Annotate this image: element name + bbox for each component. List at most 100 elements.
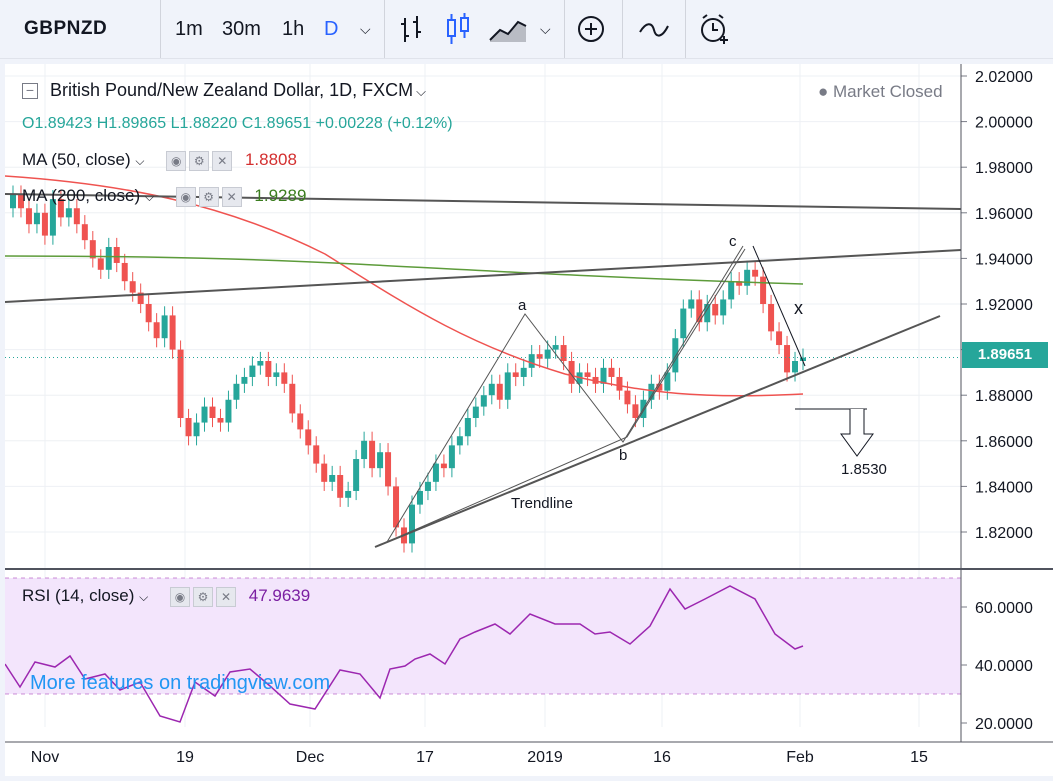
candle-body: [496, 383, 503, 400]
rsi-legend[interactable]: RSI (14, close) ⌵ ◉ ⚙ ✕ 47.9639: [22, 586, 311, 607]
candle-body: [273, 372, 280, 377]
rsi-band: [5, 578, 961, 694]
symbol-search[interactable]: GBPNZD: [24, 18, 108, 39]
tradingview-watermark[interactable]: More features on tradingview.com: [30, 672, 331, 694]
candle-body: [416, 490, 423, 505]
chart-type-dropdown-icon[interactable]: ⌵: [540, 21, 551, 37]
chart-canvas[interactable]: a b c x Trendline 1.8530 2.02000 2.00000 1.9800…: [4, 64, 1053, 776]
market-status: ● Market Closed: [818, 82, 943, 101]
time-tick-label: Nov: [31, 749, 59, 766]
price-tick-label: 1.98000: [975, 160, 1033, 177]
candle-body: [25, 208, 32, 225]
candle-body: [424, 481, 431, 491]
candle-body: [217, 418, 224, 423]
series-legend: − British Pound/New Zealand Dollar, 1D, F…: [22, 80, 426, 101]
market-status-text: Market Closed: [833, 82, 943, 101]
close-icon[interactable]: ✕: [212, 150, 233, 171]
gear-icon[interactable]: ⚙: [198, 186, 219, 207]
price-tick-label: 1.82000: [975, 525, 1033, 542]
candle-body: [361, 440, 368, 460]
chart-container[interactable]: a b c x Trendline 1.8530 2.02000 2.00000 1.9800…: [4, 64, 1053, 776]
candle-body: [440, 463, 447, 469]
rsi-tick-label: 40.0000: [975, 658, 1033, 675]
collapse-legend-icon[interactable]: −: [22, 83, 38, 100]
trendline: [374, 315, 941, 548]
candle-body: [488, 383, 495, 396]
close-icon[interactable]: ✕: [221, 186, 242, 207]
candle-body: [145, 304, 152, 323]
middle-resistance-line: [4, 249, 962, 303]
candle-body: [680, 308, 687, 339]
high-value: H1.89865: [96, 115, 167, 132]
gear-icon[interactable]: ⚙: [193, 586, 214, 607]
candle-body: [129, 281, 136, 293]
bars-icon[interactable]: [398, 14, 426, 44]
price-tick-label: 1.92000: [975, 297, 1033, 314]
candle-body: [608, 367, 615, 377]
chevron-down-icon[interactable]: ⌵: [416, 84, 427, 99]
candles-icon[interactable]: [444, 12, 472, 46]
gear-icon[interactable]: ⚙: [189, 150, 210, 171]
eye-icon[interactable]: ◉: [175, 186, 196, 207]
alarm-clock-icon[interactable]: [698, 12, 732, 46]
candle-body: [305, 429, 312, 446]
last-price-label: 1.89651: [962, 342, 1048, 368]
chart-annotation: a: [518, 297, 527, 314]
candle-body: [552, 345, 559, 350]
chart-annotation: b: [619, 447, 627, 464]
candle-body: [233, 383, 240, 400]
close-value: C1.89651: [241, 115, 312, 132]
candle-body: [560, 345, 567, 361]
time-tick-label: 16: [653, 749, 671, 766]
candle-body: [225, 399, 232, 423]
candle-body: [456, 436, 463, 446]
candle-body: [169, 315, 176, 350]
area-chart-icon[interactable]: [488, 14, 528, 44]
candle-body: [57, 199, 64, 218]
candle-body: [249, 365, 256, 377]
candle-body: [321, 463, 328, 482]
time-tick-label: 2019: [527, 749, 563, 766]
ma50-legend[interactable]: MA (50, close) ⌵ ◉ ⚙ ✕ 1.8808: [22, 150, 297, 171]
close-icon[interactable]: ✕: [216, 586, 237, 607]
ma50-value: 1.8808: [244, 150, 297, 169]
time-tick-label: 15: [910, 749, 928, 766]
interval-1h[interactable]: 1h: [282, 18, 305, 40]
time-tick-label: 19: [176, 749, 194, 766]
symbol-title[interactable]: British Pound/New Zealand Dollar, 1D, FX…: [50, 80, 414, 100]
candle-body: [177, 349, 184, 418]
ma200-legend[interactable]: MA (200, close) ⌵ ◉ ⚙ ✕ 1.9289: [22, 186, 307, 207]
candle-body: [696, 299, 703, 323]
candle-body: [33, 212, 40, 225]
candle-body: [281, 372, 288, 384]
interval-dropdown-icon[interactable]: ⌵: [360, 21, 371, 37]
toolbar-divider: [160, 0, 161, 58]
interval-30m[interactable]: 30m: [222, 18, 261, 40]
ma200-label[interactable]: MA (200, close): [22, 186, 141, 205]
candle-body: [393, 486, 400, 528]
rsi-line: [4, 585, 804, 723]
candle-body: [536, 354, 543, 359]
candle-body: [241, 376, 248, 384]
candle-body: [377, 452, 384, 469]
ma50-label[interactable]: MA (50, close): [22, 150, 131, 169]
candle-body: [209, 406, 216, 418]
candle-body: [17, 194, 24, 209]
eye-icon[interactable]: ◉: [170, 586, 191, 607]
candle-body: [744, 269, 751, 286]
compare-icon[interactable]: [638, 18, 670, 42]
candle-body: [784, 345, 791, 373]
price-tick-label: 1.86000: [975, 434, 1033, 451]
candle-body: [568, 361, 575, 384]
price-tick-label: 1.94000: [975, 251, 1033, 268]
add-indicator-icon[interactable]: [576, 14, 606, 44]
price-tick-label: 1.84000: [975, 479, 1033, 496]
candle-body: [73, 208, 80, 225]
rsi-label[interactable]: RSI (14, close): [22, 586, 135, 605]
interval-d[interactable]: D: [324, 18, 339, 40]
interval-1m[interactable]: 1m: [175, 18, 203, 40]
eye-icon[interactable]: ◉: [166, 150, 187, 171]
candle-body: [768, 304, 775, 332]
candle-body: [728, 281, 735, 300]
candle-body: [81, 224, 88, 241]
